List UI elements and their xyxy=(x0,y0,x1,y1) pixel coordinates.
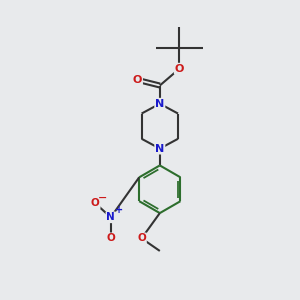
Text: N: N xyxy=(155,99,164,109)
Text: O: O xyxy=(137,233,146,243)
Text: O: O xyxy=(133,75,142,85)
Text: +: + xyxy=(115,205,123,215)
Text: O: O xyxy=(91,198,100,208)
Text: O: O xyxy=(106,233,115,243)
Text: O: O xyxy=(175,64,184,74)
Text: N: N xyxy=(106,212,115,222)
Text: −: − xyxy=(98,193,107,203)
Text: N: N xyxy=(155,144,164,154)
